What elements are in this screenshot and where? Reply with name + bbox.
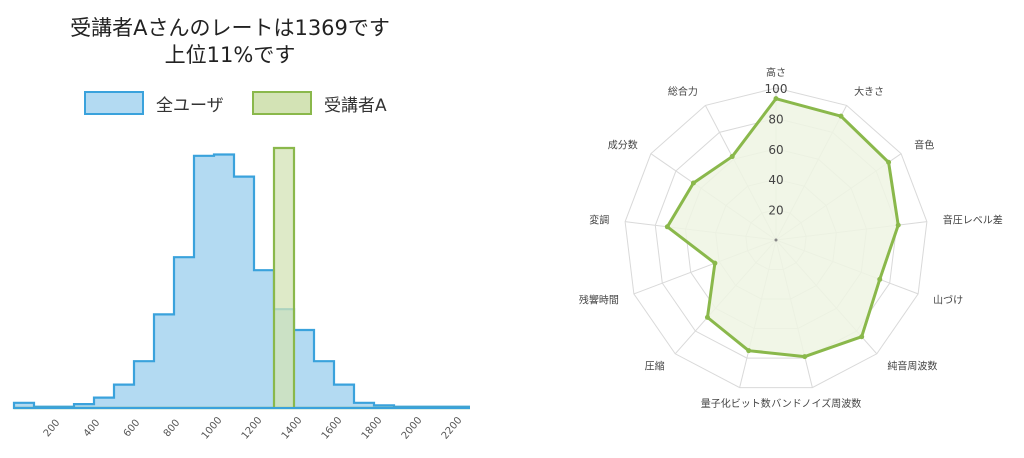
radar-point [704, 314, 710, 320]
radar-point [877, 276, 883, 282]
radar-grid-ring [745, 209, 807, 271]
radar-spoke [633, 239, 777, 295]
radar-spoke [704, 105, 777, 241]
legend-label-student-a: 受講者A [324, 95, 387, 116]
x-tick-label: 1400 [280, 415, 305, 442]
radar-grid-ring [715, 178, 837, 300]
histogram-bar-all-users [194, 155, 214, 408]
radar-category-label: 音圧レベル差 [943, 214, 1003, 227]
radar-category-label: 山づけ [933, 295, 963, 307]
histogram-bar-all-users [334, 384, 354, 408]
x-tick-label: 2200 [440, 415, 465, 442]
radar-grid-ring [654, 117, 898, 359]
histogram-bar-all-users [134, 361, 154, 408]
histogram-bar-all-users [314, 361, 334, 408]
radar-spoke [625, 221, 777, 241]
histogram-bar-all-users [74, 404, 94, 408]
radar-point [838, 113, 844, 119]
radar-category-label: 音色 [914, 139, 934, 152]
histogram-chart: 200 400 600 800 1000 1200 1400 1600 1800 2000 2200 [12, 146, 470, 442]
radar-tick-label: 80 [768, 112, 783, 126]
radar-point [729, 154, 735, 160]
x-tick-label: 1600 [320, 415, 345, 442]
histogram-bar-all-users [174, 257, 194, 408]
histogram-bar-all-users [254, 270, 274, 408]
radar-category-label: バンドノイズ周波数 [771, 397, 861, 410]
radar-spoke [775, 105, 848, 241]
radar-category-label: 純音周波数 [887, 360, 937, 373]
radar-tick-label: 100 [765, 82, 788, 96]
radar-spoke [775, 239, 813, 388]
radar-spoke [775, 239, 878, 355]
radar-spoke [775, 153, 902, 241]
x-tick-label: 200 [42, 418, 63, 440]
radar-grid-ring [684, 148, 868, 330]
radar-point [859, 334, 865, 340]
radar-category-label: 残響時間 [579, 294, 619, 307]
radar-category-label: 総合力 [668, 85, 698, 98]
radar-tick-label: 20 [768, 204, 783, 218]
histogram-bar-all-users [114, 384, 134, 408]
radar-category-label: 大きさ [854, 85, 884, 98]
radar-point [690, 180, 696, 186]
histogram-bar-all-users [234, 176, 254, 408]
histogram-bar-all-users [154, 314, 174, 408]
radar-point [664, 224, 670, 230]
radar-point [886, 159, 892, 165]
radar-point [746, 348, 752, 354]
legend-label-all-users: 全ユーザ [156, 95, 224, 116]
radar-series-area [665, 97, 900, 359]
radar-point [773, 96, 779, 102]
radar-point [895, 222, 901, 228]
radar-spoke [739, 239, 777, 388]
radar-category-label: 圧縮 [645, 360, 665, 373]
radar-tick-label: 60 [768, 143, 783, 157]
radar-grid-ring [624, 87, 928, 389]
x-tick-label: 2000 [400, 415, 425, 442]
x-tick-label: 800 [162, 418, 183, 440]
radar-point [802, 354, 808, 360]
x-tick-label: 600 [122, 418, 143, 440]
radar-tick-label: 40 [768, 173, 783, 187]
legend-student-a: 受講者A [252, 90, 387, 116]
histogram-bar-all-users [294, 330, 314, 408]
radar-spoke [775, 221, 927, 241]
x-tick-label: 400 [82, 418, 103, 440]
x-tick-label: 1800 [360, 415, 385, 442]
x-tick-label: 1200 [240, 415, 265, 442]
radar-category-label: 高さ [766, 66, 786, 79]
histogram-bar-all-users [354, 402, 374, 408]
radar-category-label: 変調 [589, 214, 609, 227]
title-line-1: 受講者Aさんのレートは1369です [70, 16, 390, 40]
title-line-2: 上位11%です [164, 43, 296, 67]
histogram-bar-student-a [274, 148, 294, 408]
radar-point [712, 260, 718, 266]
legend-swatch-student-a [252, 91, 312, 115]
histogram-bar-all-users [14, 402, 34, 408]
histogram-bar-all-users [374, 405, 394, 408]
radar-category-label: 量子化ビット数 [701, 397, 771, 410]
radar-spoke [674, 239, 777, 355]
radar-center [774, 238, 778, 242]
legend-all-users: 全ユーザ [84, 90, 224, 116]
histogram-bar-all-users [214, 154, 234, 408]
histogram-outline-all-users [12, 153, 470, 410]
histogram-bar-all-users [94, 397, 114, 408]
radar-spoke [650, 153, 777, 241]
legend-swatch-all-users [84, 91, 144, 115]
radar-spoke [775, 239, 919, 295]
x-tick-label: 1000 [200, 415, 225, 442]
radar-category-label: 成分数 [608, 139, 638, 152]
